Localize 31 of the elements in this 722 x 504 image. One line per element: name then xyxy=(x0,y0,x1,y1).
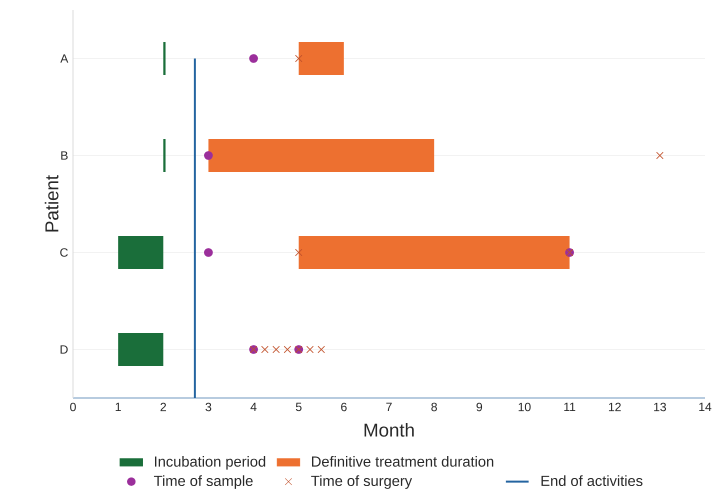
bar xyxy=(118,236,164,269)
x-tick-label: 8 xyxy=(431,402,437,412)
bar xyxy=(298,236,570,269)
x-tick-label: 5 xyxy=(296,402,302,412)
x-tick-label: 4 xyxy=(250,402,257,411)
x-tick-label: 3 xyxy=(206,402,212,412)
x-tick-label: 12 xyxy=(608,402,621,412)
x-tick-label: 0 xyxy=(70,402,76,412)
y-tick-label: A xyxy=(60,54,68,63)
bar xyxy=(208,139,434,172)
y-tick-label: C xyxy=(60,248,68,257)
x-tick-label: 11 xyxy=(564,402,576,411)
x-tick-label: 9 xyxy=(476,402,482,412)
legend-label: Incubation period xyxy=(154,456,266,470)
bar xyxy=(298,42,344,75)
x-tick-label: 13 xyxy=(654,402,666,412)
legend-label: Time of surgery xyxy=(311,475,412,489)
legend-label: Definitive treatment duration xyxy=(312,456,494,467)
x-tick-label: 7 xyxy=(386,402,392,411)
x-tick-label: 10 xyxy=(518,402,531,412)
x-tick-label: 1 xyxy=(116,402,121,411)
x-tick-label: 14 xyxy=(699,402,712,411)
x-tick-label: 6 xyxy=(341,402,347,412)
x-axis-title: Month xyxy=(364,423,414,437)
legend-label: Time of sample xyxy=(154,475,253,489)
y-tick-label: D xyxy=(60,345,68,354)
x-tick-label: 2 xyxy=(160,402,166,412)
bar xyxy=(118,333,164,366)
legend-label: End of activities xyxy=(542,475,642,486)
y-tick-label: B xyxy=(61,151,68,160)
y-axis-title: Patient xyxy=(44,175,58,232)
